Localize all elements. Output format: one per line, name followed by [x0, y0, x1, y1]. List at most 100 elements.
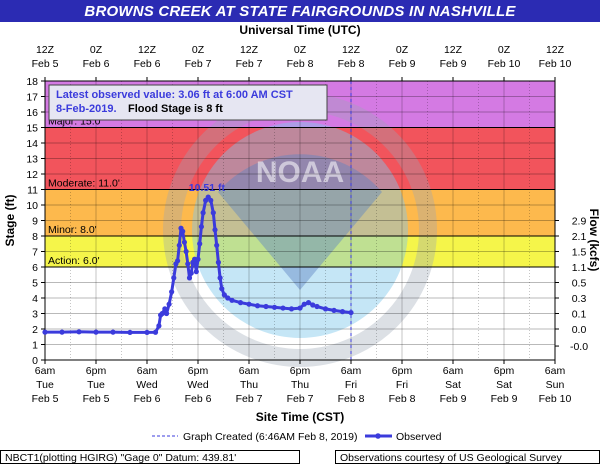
- y-tick-label: 16: [26, 107, 38, 119]
- y-tick-label: 10: [26, 200, 38, 212]
- observed-point: [175, 258, 181, 264]
- top-tick-label: 12Z: [240, 44, 259, 56]
- flood-label-moderate: Moderate: 11.0': [48, 178, 120, 190]
- noaa-seal-disc: [192, 122, 408, 338]
- x-tick-label: 6am: [443, 365, 464, 377]
- y-tick-label: 14: [26, 138, 38, 150]
- observed-point: [225, 295, 231, 301]
- x-tick-label: Feb 9: [491, 393, 518, 405]
- observed-point: [176, 242, 182, 248]
- y-tick-label: 1: [32, 340, 38, 352]
- observed-point: [162, 306, 168, 312]
- y2-tick-label: 1.5: [572, 247, 587, 259]
- observed-point: [93, 329, 99, 335]
- observed-point: [163, 310, 170, 317]
- y-tick-label: 8: [32, 231, 38, 243]
- flood-label-minor: Minor: 8.0': [48, 224, 97, 236]
- observed-point: [271, 304, 278, 310]
- top-tick-label: Feb 9: [440, 58, 467, 70]
- y-tick-label: 2: [32, 324, 38, 336]
- observed-point: [200, 210, 206, 216]
- x-tick-label: Feb 8: [338, 393, 365, 405]
- annotation-line-1: Latest observed value: 3.06 ft at 6:00 A…: [56, 89, 293, 101]
- observed-point: [322, 306, 329, 312]
- y-tick-label: 18: [26, 76, 38, 88]
- observed-point: [185, 261, 191, 267]
- top-tick-label: Feb 9: [389, 58, 416, 70]
- x-tick-label: 6pm: [290, 365, 311, 377]
- x-tick-label: 6am: [545, 365, 566, 377]
- observed-point: [195, 256, 201, 262]
- observed-point: [219, 286, 225, 292]
- x-tick-label: Feb 6: [134, 393, 161, 405]
- observed-point: [215, 259, 221, 265]
- x-axis-label: Site Time (CST): [256, 410, 344, 424]
- observed-point: [166, 301, 172, 307]
- observed-point: [310, 302, 316, 308]
- top-tick-label: 0Z: [192, 44, 205, 56]
- chart-title: BROWNS CREEK AT STATE FAIRGROUNDS IN NAS…: [84, 2, 516, 20]
- observed-point: [331, 307, 337, 313]
- x-tick-label: 6am: [35, 365, 56, 377]
- observed-point: [214, 242, 220, 248]
- observed-point: [171, 275, 177, 281]
- x-tick-label: Fri: [345, 379, 357, 391]
- x-tick-label: Feb 5: [83, 393, 110, 405]
- observed-point: [208, 197, 214, 203]
- observed-point: [212, 227, 218, 233]
- observed-point: [186, 275, 193, 281]
- top-tick-label: 0Z: [498, 44, 511, 56]
- observed-point: [152, 329, 159, 335]
- y-axis-label: Stage (ft): [3, 195, 17, 247]
- x-tick-label: Sun: [546, 379, 565, 391]
- annotation-date: 8-Feb-2019.: [56, 103, 117, 115]
- x-tick-label: 6pm: [86, 365, 107, 377]
- x-tick-label: Sat: [496, 379, 512, 391]
- observed-point: [305, 300, 312, 306]
- x-tick-label: Tue: [36, 379, 54, 391]
- flood-band-minor: [45, 189, 555, 236]
- top-tick-label: Feb 8: [338, 58, 365, 70]
- x-tick-label: 6pm: [494, 365, 515, 377]
- top-tick-label: Feb 7: [236, 58, 263, 70]
- y-tick-label: 6: [32, 262, 38, 274]
- x-tick-label: 6am: [137, 365, 158, 377]
- observed-point: [59, 329, 65, 335]
- x-tick-label: Sat: [445, 379, 461, 391]
- observed-point: [180, 228, 186, 234]
- top-tick-label: 12Z: [444, 44, 463, 56]
- annotation-box: [48, 84, 328, 121]
- observed-point: [237, 300, 244, 306]
- x-tick-label: Feb 7: [236, 393, 263, 405]
- y-tick-label: 15: [26, 123, 38, 135]
- x-tick-label: 6am: [239, 365, 260, 377]
- y2-tick-label: 1.1: [572, 262, 587, 274]
- observed-point: [210, 210, 216, 216]
- observed-point: [156, 323, 162, 329]
- top-tick-label: Feb 10: [488, 58, 521, 70]
- footer-credit: Observations courtesy of US Geological S…: [335, 450, 600, 464]
- x-tick-label: Thu: [291, 379, 309, 391]
- y2-tick-label: 2.9: [572, 216, 587, 228]
- x-tick-label: Thu: [240, 379, 258, 391]
- observed-point: [297, 305, 303, 311]
- observed-point: [217, 275, 223, 281]
- y2-tick-label: -0.0: [570, 341, 588, 353]
- x-tick-label: Wed: [136, 379, 158, 391]
- noaa-seal-bird-icon: [218, 154, 382, 290]
- flood-label-action: Action: 6.0': [48, 255, 100, 267]
- x-tick-label: 6pm: [188, 365, 209, 377]
- observed-point: [246, 301, 252, 307]
- observed-point: [288, 306, 295, 312]
- y2-tick-label: 0.0: [572, 324, 587, 336]
- observed-point: [188, 270, 194, 276]
- top-tick-label: 12Z: [546, 44, 565, 56]
- top-tick-label: 12Z: [138, 44, 157, 56]
- observed-point: [198, 224, 204, 230]
- top-tick-label: 0Z: [90, 44, 103, 56]
- y2-tick-label: 0.1: [572, 309, 587, 321]
- y-tick-label: 11: [27, 185, 38, 197]
- x-tick-label: 6am: [341, 365, 362, 377]
- top-axis-title: Universal Time (UTC): [239, 23, 360, 37]
- x-tick-label: 6pm: [392, 365, 413, 377]
